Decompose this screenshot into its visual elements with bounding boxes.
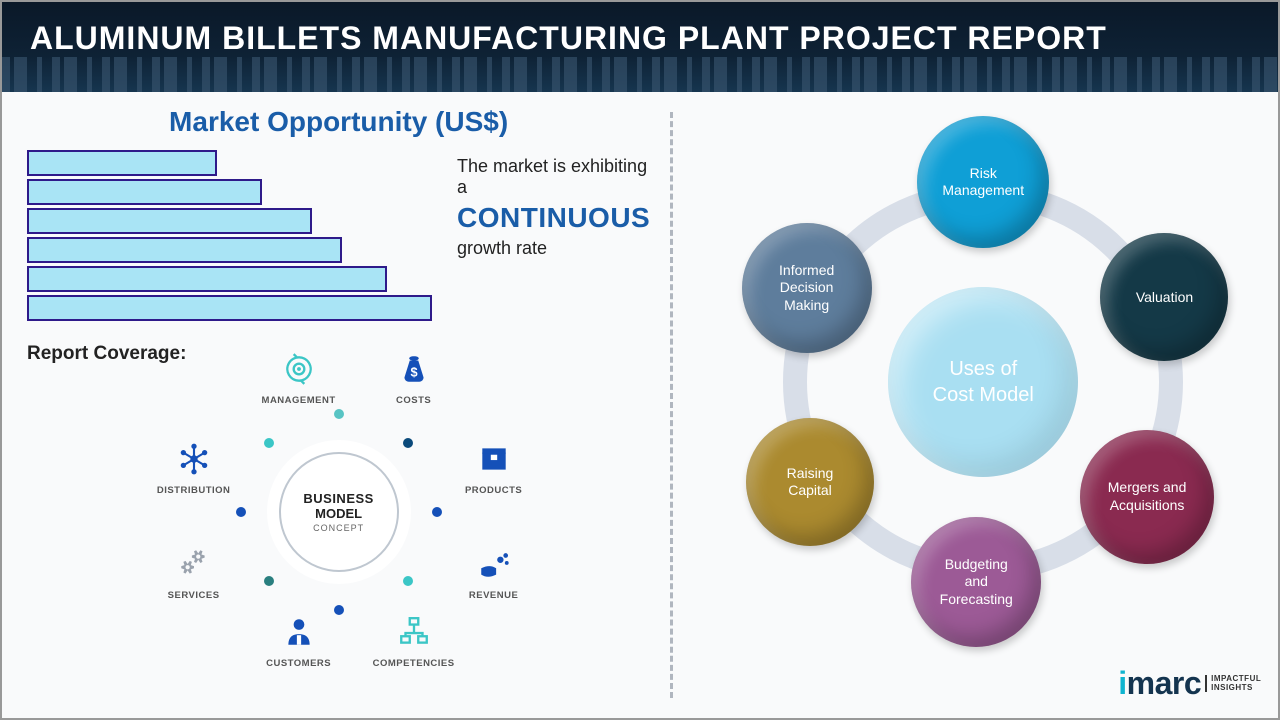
- hbar: [27, 237, 342, 263]
- competencies-icon: [397, 615, 431, 654]
- ring-dot: [236, 507, 246, 517]
- bm-item-revenue: REVENUE: [449, 547, 539, 601]
- bm-item-label: CUSTOMERS: [266, 658, 331, 669]
- cost-bubble: Valuation: [1100, 233, 1228, 361]
- market-row: The market is exhibiting a CONTINUOUS gr…: [27, 150, 650, 321]
- cost-bubble: BudgetingandForecasting: [911, 517, 1041, 647]
- cost-bubble: RaisingCapital: [746, 418, 874, 546]
- hbar: [27, 179, 262, 205]
- customers-icon: [282, 615, 316, 654]
- brand-logo: imarc IMPACTFUL INSIGHTS: [1118, 665, 1261, 702]
- bm-item-label: PRODUCTS: [465, 485, 522, 496]
- market-title: Market Opportunity (US$): [27, 106, 650, 138]
- ring-dot: [334, 605, 344, 615]
- header: ALUMINUM BILLETS MANUFACTURING PLANT PRO…: [2, 2, 1278, 92]
- bm-title2: MODEL: [315, 506, 362, 521]
- distribution-icon: [177, 442, 211, 481]
- bm-item-label: REVENUE: [469, 590, 518, 601]
- page: ALUMINUM BILLETS MANUFACTURING PLANT PRO…: [0, 0, 1280, 720]
- hbar: [27, 208, 312, 234]
- growth-line2: CONTINUOUS: [457, 202, 650, 234]
- right-panel: Uses ofCost Model RiskManagement Valuatio…: [673, 92, 1280, 718]
- ring-dot: [264, 438, 274, 448]
- brand-tag1: IMPACTFUL: [1211, 674, 1261, 683]
- brand-name: imarc: [1118, 665, 1201, 702]
- revenue-icon: [477, 547, 511, 586]
- bm-item-services: SERVICES: [149, 547, 239, 601]
- bm-item-label: COSTS: [396, 395, 431, 406]
- bm-item-competencies: COMPETENCIES: [369, 615, 459, 669]
- skyline-decoration: [2, 57, 1278, 92]
- services-icon: [177, 547, 211, 586]
- ring-dot: [432, 507, 442, 517]
- bm-item-management: MANAGEMENT: [254, 352, 344, 406]
- bm-item-label: SERVICES: [168, 590, 220, 601]
- left-panel: Market Opportunity (US$) The market is e…: [2, 92, 670, 718]
- cost-model-center: Uses ofCost Model: [888, 287, 1078, 477]
- ring-dot: [403, 438, 413, 448]
- cost-bubble: InformedDecisionMaking: [742, 223, 872, 353]
- bm-item-distribution: DISTRIBUTION: [149, 442, 239, 496]
- body: Market Opportunity (US$) The market is e…: [2, 92, 1278, 718]
- ring-dot: [264, 576, 274, 586]
- cost-bubble: Mergers andAcquisitions: [1080, 430, 1214, 564]
- market-hbar-chart: [27, 150, 437, 321]
- hbar: [27, 266, 387, 292]
- bm-item-label: COMPETENCIES: [373, 658, 455, 669]
- page-title: ALUMINUM BILLETS MANUFACTURING PLANT PRO…: [30, 20, 1250, 57]
- bm-title1: BUSINESS: [303, 491, 373, 506]
- hbar: [27, 295, 432, 321]
- brand-tag2: INSIGHTS: [1211, 683, 1253, 692]
- bm-item-products: PRODUCTS: [449, 442, 539, 496]
- hbar: [27, 150, 217, 176]
- business-model-center: BUSINESS MODEL CONCEPT: [279, 452, 399, 572]
- growth-text: The market is exhibiting a CONTINUOUS gr…: [457, 150, 650, 321]
- cost-bubble: RiskManagement: [917, 116, 1049, 248]
- svg-text:$: $: [410, 364, 417, 379]
- business-model-diagram: BUSINESS MODEL CONCEPT MANAGEMENT $ COSTS P…: [109, 357, 569, 667]
- growth-line1: The market is exhibiting a: [457, 156, 650, 198]
- bm-item-customers: CUSTOMERS: [254, 615, 344, 669]
- products-icon: [477, 442, 511, 481]
- bm-item-costs: $ COSTS: [369, 352, 459, 406]
- brand-tagline: IMPACTFUL INSIGHTS: [1205, 675, 1261, 693]
- bm-subtitle: CONCEPT: [313, 523, 364, 533]
- bm-item-label: DISTRIBUTION: [157, 485, 231, 496]
- ring-dot: [334, 409, 344, 419]
- cost-model-diagram: Uses ofCost Model RiskManagement Valuatio…: [703, 102, 1263, 662]
- management-icon: [282, 352, 316, 391]
- growth-line3: growth rate: [457, 238, 650, 259]
- bm-item-label: MANAGEMENT: [262, 395, 336, 406]
- costs-icon: $: [397, 352, 431, 391]
- ring-dot: [403, 576, 413, 586]
